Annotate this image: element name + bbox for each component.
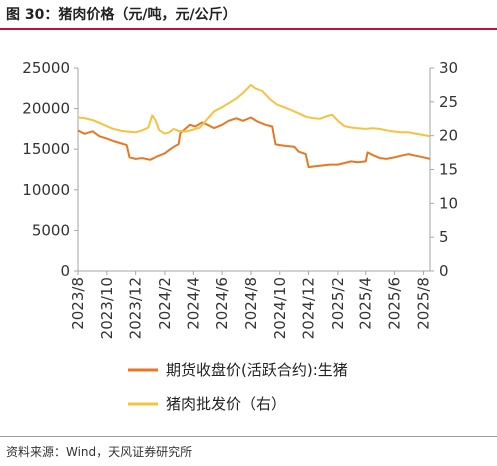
x-tick-label: 2024/10 <box>271 277 289 339</box>
legend-label-2: 猪肉批发价（右） <box>166 395 286 413</box>
x-tick-label: 2023/10 <box>98 277 116 339</box>
left-axis-ticks: 0 5000 10000 15000 20000 25000 <box>22 59 78 280</box>
right-tick-label: 30 <box>439 59 458 77</box>
x-tick-label: 2025/6 <box>386 277 404 330</box>
right-axis-ticks: 0 5 10 15 20 25 30 <box>430 59 458 280</box>
title-rule <box>0 28 497 30</box>
left-tick-label: 0 <box>60 262 70 280</box>
chart-axes <box>77 68 431 272</box>
right-tick-label: 25 <box>439 93 458 111</box>
footer-rule <box>0 436 497 437</box>
right-tick-label: 10 <box>439 194 458 212</box>
left-tick-label: 10000 <box>22 181 70 199</box>
legend-label-1: 期货收盘价(活跃合约):生猪 <box>166 361 348 379</box>
source-note: 资料来源：Wind，天风证券研究所 <box>6 445 193 459</box>
right-tick-label: 0 <box>439 262 449 280</box>
x-tick-label: 2024/2 <box>156 277 174 330</box>
x-tick-label: 2024/4 <box>184 277 202 330</box>
right-tick-label: 20 <box>439 127 458 145</box>
x-axis-ticks: 2023/8 2023/10 2023/12 2024/2 2024/4 2024/6 20… <box>69 271 432 339</box>
x-tick-label: 2025/4 <box>357 277 375 330</box>
right-tick-label: 15 <box>439 161 458 179</box>
x-tick-label: 2025/8 <box>414 277 432 330</box>
left-tick-label: 15000 <box>22 140 70 158</box>
right-tick-label: 5 <box>439 228 449 246</box>
series-line-2 <box>77 83 431 138</box>
figure-title: 图 30：猪肉价格（元/吨，元/公斤） <box>6 7 237 23</box>
x-tick-label: 2023/12 <box>127 277 145 339</box>
left-tick-label: 5000 <box>32 221 70 239</box>
x-tick-label: 2024/12 <box>300 277 318 339</box>
left-tick-label: 20000 <box>22 100 70 118</box>
x-tick-label: 2024/6 <box>213 277 231 330</box>
series-line-1 <box>77 116 431 169</box>
x-tick-label: 2025/2 <box>329 277 347 330</box>
x-tick-label: 2023/8 <box>69 277 87 330</box>
x-tick-label: 2024/8 <box>242 277 260 330</box>
left-tick-label: 25000 <box>22 59 70 77</box>
chart-series <box>77 83 431 169</box>
